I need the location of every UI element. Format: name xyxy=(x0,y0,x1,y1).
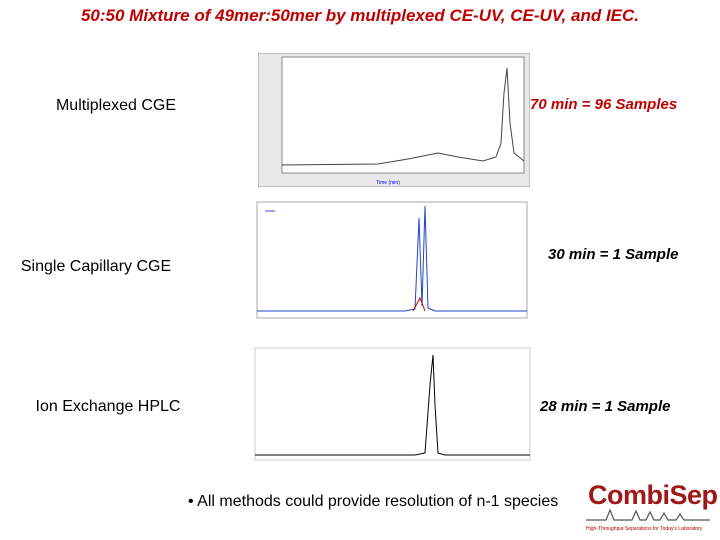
hplc-chromatogram xyxy=(254,347,531,461)
logo-name: CombiSep xyxy=(588,480,718,510)
method-label: Single Capillary CGE xyxy=(20,258,172,275)
throughput-label: 70 min = 96 Samples xyxy=(530,96,678,113)
multiplexed-chromatogram: Time (min) xyxy=(258,53,530,187)
single-capillary-chromatogram xyxy=(256,201,528,319)
throughput-label: 30 min = 1 Sample xyxy=(548,246,679,263)
logo-trace xyxy=(586,508,710,521)
bullet-text: • All methods could provide resolution o… xyxy=(188,493,559,510)
throughput-label: 28 min = 1 Sample xyxy=(540,398,671,415)
logo-tagline: High-Throughput Separations for Today's … xyxy=(586,526,703,532)
method-label: Ion Exchange HPLC xyxy=(35,398,181,415)
bullet: All methods could provide resolution of … xyxy=(197,493,559,510)
title: 50:50 Mixture of 49mer:50mer by multiple… xyxy=(80,6,640,25)
svg-text:Time (min): Time (min) xyxy=(376,180,400,186)
method-label: Multiplexed CGE xyxy=(55,97,177,114)
